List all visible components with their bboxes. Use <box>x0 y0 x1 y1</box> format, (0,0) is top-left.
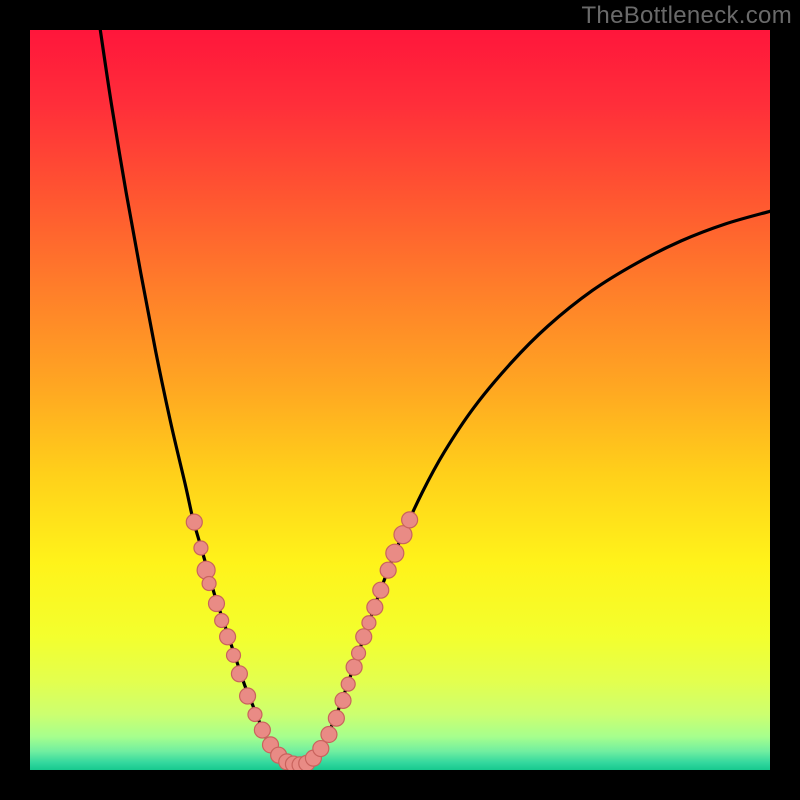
data-markers <box>186 512 417 770</box>
left-curve <box>100 30 296 766</box>
data-marker <box>386 544 404 562</box>
data-marker <box>194 541 208 555</box>
data-marker <box>254 722 270 738</box>
data-marker <box>362 616 376 630</box>
data-marker <box>231 666 247 682</box>
data-marker <box>208 596 224 612</box>
data-marker <box>380 562 396 578</box>
data-marker <box>341 677 355 691</box>
data-marker <box>373 582 389 598</box>
data-marker <box>335 692 351 708</box>
right-curve <box>296 211 770 765</box>
data-marker <box>220 629 236 645</box>
watermark-text: TheBottleneck.com <box>581 2 792 30</box>
data-marker <box>321 726 337 742</box>
data-marker <box>352 646 366 660</box>
data-marker <box>227 648 241 662</box>
data-marker <box>356 629 372 645</box>
data-marker <box>215 614 229 628</box>
plot-area <box>30 30 770 770</box>
data-marker <box>328 710 344 726</box>
data-marker <box>186 514 202 530</box>
v-curve-chart <box>30 30 770 770</box>
data-marker <box>367 599 383 615</box>
data-marker <box>197 561 215 579</box>
data-marker <box>248 708 262 722</box>
data-marker <box>346 659 362 675</box>
chart-frame: TheBottleneck.com <box>0 0 800 800</box>
data-marker <box>313 741 329 757</box>
data-marker <box>202 577 216 591</box>
data-marker <box>402 512 418 528</box>
data-marker <box>240 688 256 704</box>
